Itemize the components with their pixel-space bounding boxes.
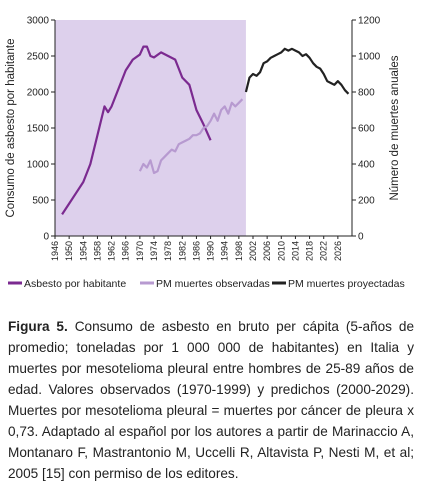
y2-tick-label: 800 bbox=[358, 88, 375, 99]
y-tick-label: 2000 bbox=[27, 88, 50, 99]
legend-label: PM muertes proyectadas bbox=[288, 278, 405, 290]
y-tick-label: 1000 bbox=[27, 160, 50, 171]
y-tick-label: 0 bbox=[43, 232, 49, 243]
chart: Consumo de asbesto por habitante Número … bbox=[5, 16, 405, 291]
y2-tick-label: 600 bbox=[358, 124, 375, 135]
y-tick-label: 500 bbox=[32, 196, 49, 207]
x-tick-label: 2022 bbox=[319, 241, 329, 261]
y2-tick-label: 0 bbox=[358, 232, 364, 243]
y2-axis-label: Número de muertes anuales bbox=[389, 55, 401, 200]
x-tick-label: 1994 bbox=[220, 241, 230, 261]
x-tick-label: 1950 bbox=[64, 241, 74, 261]
x-tick-label: 1990 bbox=[206, 241, 216, 261]
y2-tick-label: 1200 bbox=[358, 16, 381, 27]
x-tick-label: 1970 bbox=[135, 241, 145, 261]
x-tick-label: 1958 bbox=[92, 241, 102, 261]
x-tick-label: 2010 bbox=[276, 241, 286, 261]
legend-label: PM muertes observadas bbox=[156, 278, 270, 290]
y-tick-label: 2500 bbox=[27, 52, 50, 63]
x-tick-label: 1954 bbox=[78, 241, 88, 261]
y2-tick-label: 1000 bbox=[358, 52, 381, 63]
x-tick-label: 1966 bbox=[121, 241, 131, 261]
x-tick-label: 2006 bbox=[262, 241, 272, 261]
x-tick-label: 2018 bbox=[305, 241, 315, 261]
y2-tick-label: 200 bbox=[358, 196, 375, 207]
y2-tick-label: 400 bbox=[358, 160, 375, 171]
series-line bbox=[61, 45, 212, 216]
x-tick-label: 1998 bbox=[234, 241, 244, 261]
caption: Figura 5. Consumo de asbesto en bruto pe… bbox=[8, 316, 414, 484]
x-tick-label: 2026 bbox=[333, 241, 343, 261]
x-tick-label: 2014 bbox=[290, 241, 300, 261]
y-tick-label: 3000 bbox=[27, 16, 50, 27]
series-line bbox=[244, 47, 350, 95]
x-tick-label: 2002 bbox=[248, 241, 258, 261]
x-tick-label: 1986 bbox=[191, 241, 201, 261]
legend-label: Asbesto por habitante bbox=[24, 278, 126, 290]
series-line bbox=[138, 98, 244, 175]
y-tick-label: 1500 bbox=[27, 124, 50, 135]
caption-text: Consumo de asbesto en bruto per cápita (… bbox=[8, 319, 414, 481]
x-tick-label: 1962 bbox=[107, 241, 117, 261]
caption-label: Figura 5. bbox=[8, 319, 68, 334]
x-tick-label: 1978 bbox=[163, 241, 173, 261]
shaded-region bbox=[55, 20, 246, 236]
x-tick-label: 1946 bbox=[50, 241, 60, 261]
y-axis-label: Consumo de asbesto por habitante bbox=[5, 38, 17, 217]
x-tick-label: 1974 bbox=[149, 241, 159, 261]
x-tick-label: 1982 bbox=[177, 241, 187, 261]
